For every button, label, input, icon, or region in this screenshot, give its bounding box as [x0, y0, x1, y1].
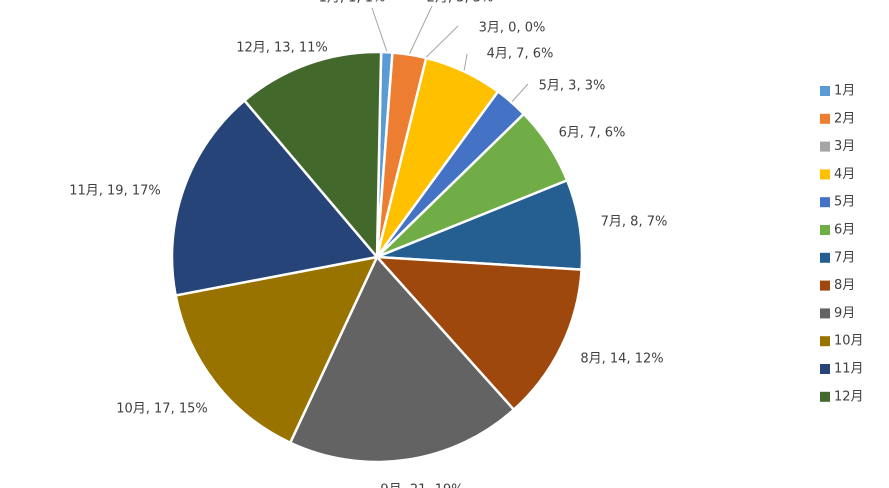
legend-swatch-11月 [820, 364, 830, 374]
leader-line-2月 [409, 5, 433, 54]
legend-item-6月: 6月 [820, 223, 855, 238]
legend-item-4月: 4月 [820, 167, 855, 182]
legend-label-10月: 10月 [834, 334, 864, 349]
data-label-12月: 12月, 13, 11% [236, 41, 328, 56]
slice-9月 [288, 255, 516, 464]
legend-label-4月: 4月 [834, 167, 855, 182]
data-label-4月: 4月, 7, 6% [487, 47, 554, 62]
legend-label-1月: 1月 [834, 84, 855, 99]
legend-label-3月: 3月 [834, 139, 855, 154]
leader-lines [371, 5, 529, 102]
legend-label-9月: 9月 [834, 306, 855, 321]
data-label-7月: 7月, 8, 7% [601, 215, 668, 230]
legend-label-11月: 11月 [834, 362, 864, 377]
leader-line-5月 [511, 83, 529, 102]
legend: 1月 2月 3月 4月 5月 6月 7月 8月 9月 10月 11月 12月 [820, 84, 864, 404]
slice-11月 [170, 99, 379, 297]
data-label-3月: 3月, 0, 0% [479, 21, 546, 36]
pie-slices [170, 50, 584, 464]
data-label-2月: 2月, 3, 3% [427, 0, 494, 6]
data-label-5月: 5月, 3, 3% [539, 79, 606, 94]
data-label-9月: 9月, 21, 19% [380, 483, 463, 488]
legend-swatch-9月 [820, 308, 830, 319]
legend-swatch-2月 [820, 113, 830, 124]
slice-10月 [174, 255, 379, 444]
data-labels: 1月, 1, 1% 2月, 3, 3% 3月, 0, 0% 4月, 7, 6% 5月, … [69, 0, 667, 488]
data-label-10月: 10月, 17, 15% [116, 402, 208, 417]
legend-swatch-12月 [820, 391, 830, 402]
slice-12月 [243, 50, 383, 259]
legend-item-1月: 1月 [820, 84, 855, 99]
legend-item-10月: 10月 [820, 334, 864, 349]
legend-swatch-7月 [820, 252, 830, 263]
legend-label-8月: 8月 [834, 278, 855, 293]
legend-label-6月: 6月 [834, 223, 855, 238]
legend-swatch-5月 [820, 197, 830, 208]
slice-8月 [375, 255, 583, 411]
legend-item-3月: 3月 [820, 139, 855, 154]
legend-swatch-3月 [820, 141, 830, 152]
legend-swatch-6月 [820, 225, 830, 235]
legend-swatch-8月 [820, 280, 830, 291]
legend-label-5月: 5月 [834, 195, 855, 210]
legend-item-12月: 12月 [820, 389, 864, 404]
data-label-1月: 1月, 1, 1% [319, 0, 386, 6]
legend-label-2月: 2月 [834, 111, 855, 126]
data-label-8月: 8月, 14, 12% [580, 352, 663, 367]
legend-item-9月: 9月 [820, 306, 855, 321]
leader-line-3月 [426, 25, 459, 58]
leader-line-1月 [371, 7, 388, 52]
legend-item-2月: 2月 [820, 111, 855, 126]
legend-label-12月: 12月 [834, 389, 864, 404]
legend-item-11月: 11月 [820, 362, 864, 377]
data-label-11月: 11月, 19, 17% [69, 184, 161, 199]
legend-item-8月: 8月 [820, 278, 855, 293]
legend-swatch-1月 [820, 86, 830, 96]
legend-item-7月: 7月 [820, 250, 855, 265]
leader-line-4月 [463, 53, 468, 71]
legend-swatch-4月 [820, 169, 830, 180]
legend-item-5月: 5月 [820, 195, 855, 210]
legend-label-7月: 7月 [834, 250, 855, 265]
data-label-6月: 6月, 7, 6% [559, 126, 626, 141]
legend-swatch-10月 [820, 336, 830, 347]
